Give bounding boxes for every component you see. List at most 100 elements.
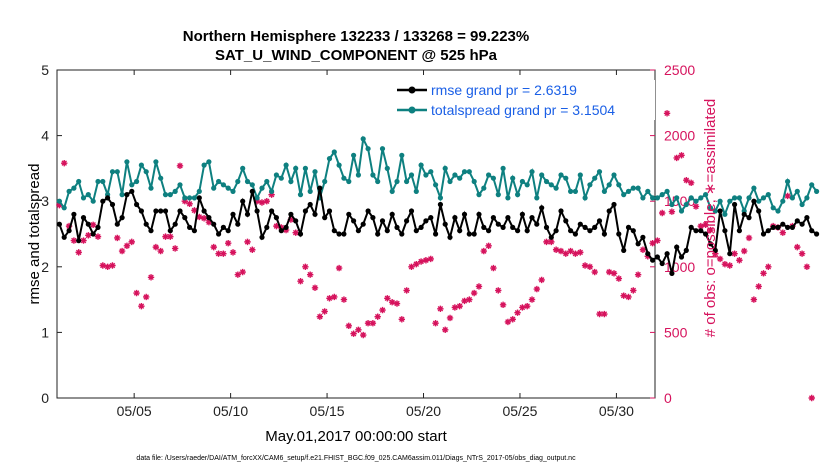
obs-point (287, 216, 295, 223)
rmse-point (640, 234, 646, 240)
totalspread-point (678, 208, 685, 214)
totalspread-point (437, 195, 443, 201)
rmse-point (553, 228, 559, 234)
totalspread-point (621, 192, 627, 198)
obs-point (181, 198, 188, 205)
rmse-point (201, 208, 207, 214)
obs-point (683, 177, 690, 184)
totalspread-point (548, 182, 554, 188)
chart-subtitle: SAT_U_WIND_COMPONENT @ 525 hPa (215, 47, 498, 64)
obs-point (350, 330, 357, 337)
rmse-point (515, 228, 521, 234)
rmse-point (707, 241, 714, 247)
obs-point (509, 316, 516, 323)
totalspread-point (640, 195, 646, 201)
rmse-point (100, 198, 106, 204)
totalspread-point (273, 172, 279, 178)
totalspread-point (785, 178, 791, 185)
totalspread-point (688, 195, 694, 201)
totalspread-point (519, 178, 526, 185)
totalspread-point (302, 165, 308, 171)
obs-point (601, 310, 608, 318)
totalspread-point (293, 165, 299, 171)
rmse-point (322, 215, 328, 221)
rmse-point (105, 195, 111, 201)
totalspread-point (307, 188, 313, 194)
totalspread-point (114, 169, 120, 175)
totalspread-point (278, 175, 284, 181)
obs-point (567, 247, 574, 255)
totalspread-point (172, 188, 178, 194)
totalspread-point (515, 192, 521, 198)
obs-point (143, 293, 150, 301)
totalspread-point (592, 175, 598, 181)
totalspread-point (158, 175, 164, 181)
obs-point (605, 268, 613, 276)
rmse-point (297, 231, 304, 237)
rmse-point (760, 231, 767, 237)
rmse-point (775, 224, 781, 230)
totalspread-point (288, 178, 294, 185)
obs-point (504, 318, 512, 326)
y-left-tick-label: 5 (41, 62, 49, 78)
rmse-point (187, 224, 193, 230)
totalspread-point (413, 188, 419, 194)
rmse-point (548, 234, 554, 240)
obs-point (741, 247, 748, 255)
rmse-point (814, 231, 820, 237)
obs-point (70, 237, 78, 244)
obs-point (726, 262, 733, 269)
rmse-point (360, 221, 366, 227)
totalspread-point (717, 198, 723, 204)
totalspread-point (297, 192, 304, 198)
totalspread-point (736, 195, 743, 201)
obs-point (707, 226, 714, 234)
rmse-point (717, 208, 723, 214)
rmse-point (206, 215, 212, 221)
totalspread-point (399, 152, 405, 158)
y-left-tick-label: 3 (41, 193, 49, 209)
totalspread-point (365, 146, 371, 152)
y-left-tick-label: 1 (41, 324, 49, 340)
legend-spread-marker (408, 106, 416, 114)
totalspread-point (433, 182, 439, 188)
totalspread-point (698, 195, 704, 201)
obs-point (278, 224, 285, 231)
obs-point (490, 264, 497, 272)
obs-point (760, 270, 767, 277)
totalspread-point (804, 195, 810, 201)
totalspread-point (360, 136, 366, 142)
y-axis-right-label: # of obs: o=possible; ∗=assimilated (702, 99, 719, 338)
rmse-point (630, 228, 636, 234)
legend-box (393, 80, 655, 120)
rmse-point (191, 228, 197, 234)
rmse-point (664, 251, 670, 257)
rmse-point (582, 224, 588, 230)
totalspread-point (143, 169, 149, 175)
obs-point (56, 201, 63, 209)
rmse-point (625, 224, 632, 230)
totalspread-point (370, 172, 376, 178)
obs-point (118, 247, 126, 255)
rmse-point (635, 241, 641, 247)
rmse-point (428, 215, 434, 221)
totalspread-point (722, 211, 728, 217)
data-file-footnote: data file: /Users/raeder/DAI/ATM_forcXX/… (136, 455, 576, 462)
obs-point (331, 293, 338, 301)
rmse-point (495, 221, 501, 227)
obs-point (384, 295, 391, 302)
totalspread-point (201, 162, 207, 168)
legend-spread-label: totalspread grand pr = 3.1504 (431, 102, 615, 118)
rmse-point (490, 215, 496, 221)
obs-point (393, 300, 401, 307)
rmse-point (770, 224, 776, 230)
obs-point (65, 222, 73, 230)
obs-point (263, 198, 270, 205)
rmse-point (408, 208, 415, 214)
obs-point (162, 233, 169, 240)
obs-point (89, 221, 97, 229)
x-tick-label: 05/05 (117, 403, 152, 419)
totalspread-point (187, 195, 193, 201)
totalspread-point (563, 175, 569, 181)
obs-point (75, 249, 82, 256)
